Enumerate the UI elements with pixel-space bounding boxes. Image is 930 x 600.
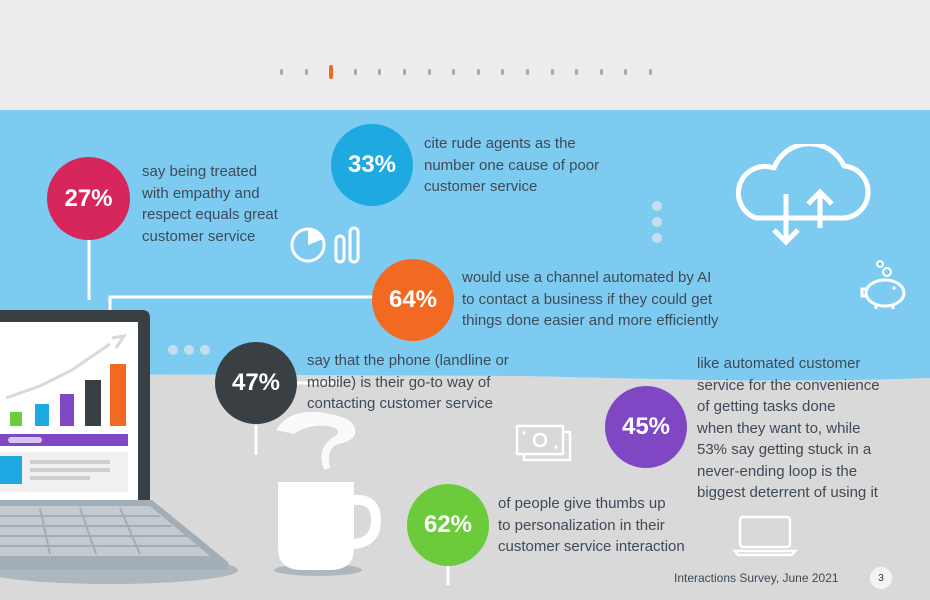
pager-dot[interactable] [599, 69, 603, 75]
pager-dot[interactable] [501, 69, 505, 75]
stat-percent-automated-service: 45% [621, 413, 671, 440]
pager-dot[interactable] [575, 69, 579, 75]
text-line: service for the convenience [697, 376, 880, 394]
pager-dot[interactable] [550, 69, 554, 75]
text-line: things done easier and more efficiently [462, 312, 719, 329]
pager-dot[interactable] [280, 69, 283, 75]
text-line: 53% say getting stuck in a [697, 441, 872, 458]
text-line: when they want to, while [697, 419, 861, 437]
stat-circle-automated-service: 45% [605, 386, 687, 468]
stat-text-rude-agents: cite rude agents as the number one cause… [424, 133, 599, 198]
pager-dot[interactable] [526, 69, 529, 75]
text-line: say that the phone (landline or [307, 352, 509, 369]
pager-dot[interactable] [624, 69, 628, 75]
stat-circle-rude-agents: 33% [331, 124, 413, 206]
pager-dot[interactable] [427, 69, 431, 75]
text-line: customer service [424, 178, 538, 195]
stat-percent-rude-agents: 33% [347, 151, 397, 178]
stat-text-empathy: say being treated with empathy and respe… [142, 161, 278, 247]
pie-chart-icon [290, 226, 360, 264]
source-citation: Interactions Survey, June 2021 [674, 571, 839, 585]
stat-circle-empathy: 27% [47, 157, 130, 240]
horizontal-dots-icon [168, 345, 210, 355]
text-line: customer service [142, 227, 256, 245]
text-line: to contact a business if they could get [462, 290, 713, 308]
stat-circle-ai-channel: 64% [372, 259, 454, 341]
stat-text-personalization: of people give thumbs up to personalizat… [498, 493, 685, 558]
text-line: say being treated [142, 163, 258, 180]
top-band [0, 0, 930, 110]
stat-percent-phone: 47% [231, 369, 281, 396]
stat-circle-phone: 47% [215, 342, 297, 424]
text-line: with empathy and [142, 184, 260, 202]
cloud-sync-icon [735, 144, 871, 246]
stat-circle-personalization: 62% [407, 484, 489, 566]
steam-icon [276, 411, 356, 470]
vertical-dots-icon [652, 201, 662, 243]
text-line: would use a channel automated by AI [462, 269, 712, 286]
pager-dot-active[interactable] [329, 65, 334, 79]
text-line: like automated customer [697, 355, 861, 372]
slide-pager[interactable] [280, 63, 660, 83]
coffee-mug-icon [274, 482, 382, 576]
pager-dot[interactable] [452, 69, 456, 75]
pager-dot[interactable] [353, 69, 357, 75]
text-line: to personalization in their [498, 516, 665, 534]
stat-text-phone: say that the phone (landline or mobile) … [307, 350, 509, 415]
piggy-bank-icon [860, 260, 906, 309]
pager-dot[interactable] [378, 69, 382, 75]
text-line: of people give thumbs up [498, 495, 666, 512]
text-line: mobile) is their go-to way of [307, 373, 491, 391]
stat-text-automated-service: like automated customer service for the … [697, 353, 880, 504]
sky-panel [0, 110, 930, 381]
stat-percent-empathy: 27% [64, 184, 113, 212]
text-line: respect equals great [142, 206, 278, 223]
stat-percent-ai-channel: 64% [388, 286, 438, 313]
laptop-growth-chart-icon [0, 310, 238, 584]
text-line: cite rude agents as the [424, 135, 576, 152]
pager-dot[interactable] [304, 69, 308, 75]
pager-dot[interactable] [403, 69, 406, 75]
text-line: number one cause of poor [424, 156, 600, 174]
stat-text-ai-channel: would use a channel automated by AI to c… [462, 267, 719, 332]
text-line: contacting customer service [307, 395, 493, 412]
pager-dot[interactable] [649, 69, 652, 75]
text-line: biggest deterrent of using it [697, 484, 878, 501]
text-line: never-ending loop is the [697, 462, 858, 480]
pager-dot[interactable] [476, 69, 480, 75]
text-line: of getting tasks done [697, 398, 836, 415]
laptop-icon [732, 515, 798, 557]
text-line: customer service interaction [498, 538, 685, 555]
money-bills-icon [515, 424, 572, 462]
stat-percent-personalization: 62% [423, 511, 473, 538]
page-number-badge: 3 [869, 566, 893, 590]
